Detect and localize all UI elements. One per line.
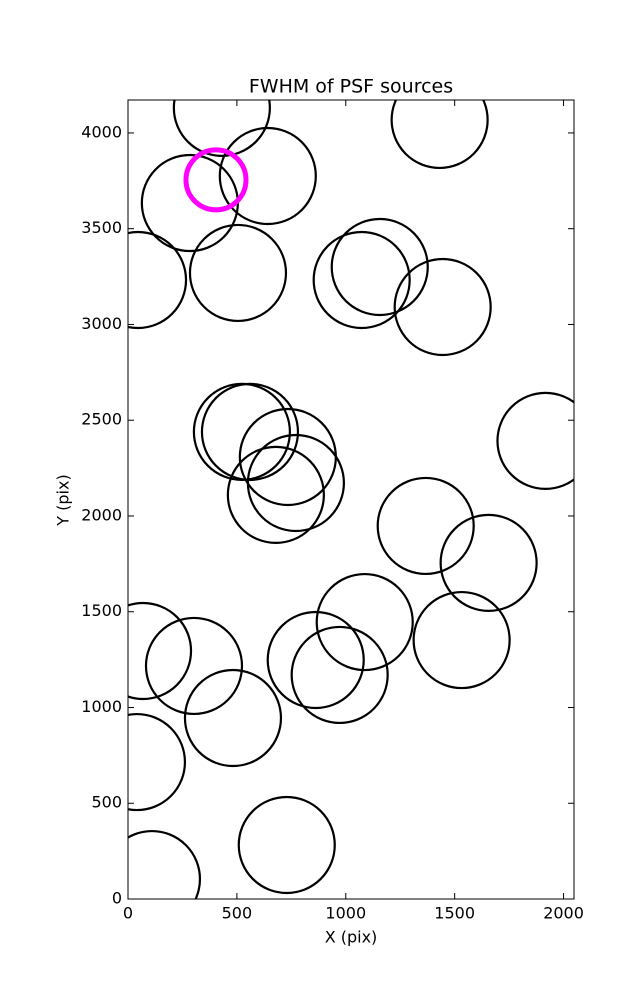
chart-title: FWHM of PSF sources (249, 76, 453, 98)
psf-source (226, 445, 325, 545)
y-tick-label: 3000 (81, 314, 122, 333)
psf-source (128, 829, 202, 899)
psf-source (393, 257, 492, 357)
x-tick-label: 500 (222, 904, 253, 923)
plot-frame (127, 99, 575, 900)
psf-source (376, 476, 475, 576)
psf-source (200, 382, 300, 481)
highlight-source (183, 147, 249, 213)
y-tick-label: 500 (91, 793, 122, 812)
y-tick-label: 1000 (81, 697, 122, 716)
psf-source (172, 100, 271, 157)
plot-marks (128, 100, 574, 899)
psf-source (128, 230, 188, 330)
x-tick-label: 1000 (325, 904, 366, 923)
psf-source (183, 668, 283, 768)
psf-source (315, 572, 414, 672)
psf-source (496, 391, 574, 490)
psf-source (290, 625, 389, 725)
psf-source (237, 795, 336, 895)
y-tick-label: 3500 (81, 218, 122, 237)
psf-source (439, 513, 538, 612)
psf-source (412, 590, 511, 690)
x-tick-label: 2000 (543, 904, 584, 923)
psf-source (188, 223, 288, 323)
y-tick-label: 4000 (81, 122, 122, 141)
psf-source (128, 601, 193, 701)
psf-source (266, 610, 365, 710)
y-tick-label: 1500 (81, 601, 122, 620)
x-tick-label: 1500 (434, 904, 475, 923)
psf-source (128, 712, 187, 812)
y-axis-label: Y (pix) (54, 474, 73, 526)
x-tick-label: 0 (123, 904, 133, 923)
psf-source (312, 230, 411, 330)
psf-source (144, 616, 244, 716)
psf-source (246, 433, 346, 533)
y-tick-label: 0 (112, 889, 122, 908)
psf-source (330, 217, 429, 317)
psf-source (218, 126, 317, 226)
y-tick-label: 2000 (81, 505, 122, 524)
psf-source (390, 100, 489, 170)
x-axis-label: X (pix) (325, 928, 378, 947)
y-tick-label: 2500 (81, 410, 122, 429)
